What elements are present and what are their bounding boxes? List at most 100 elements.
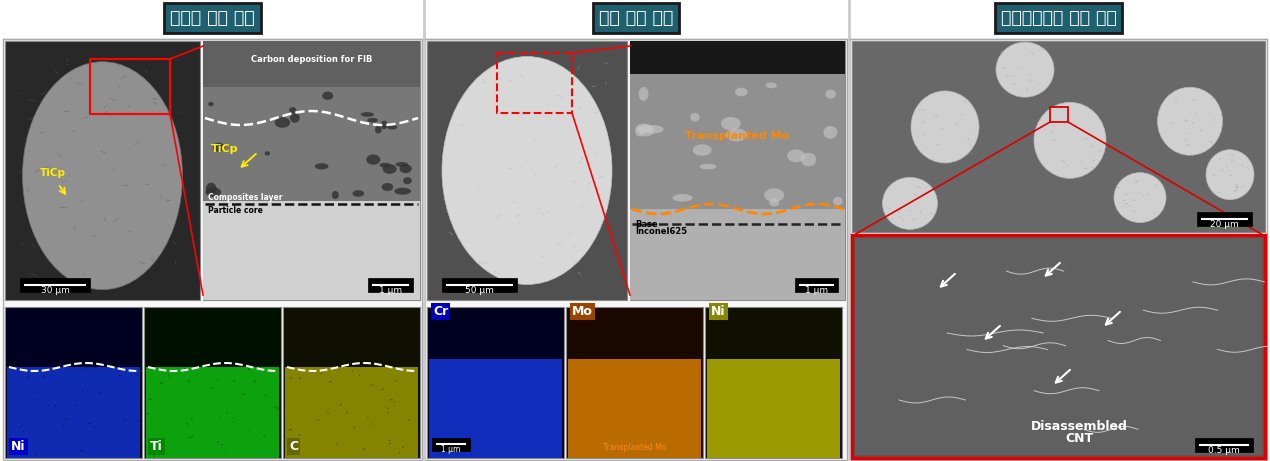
Ellipse shape <box>400 164 411 173</box>
Text: Ni: Ni <box>11 440 25 453</box>
Bar <box>284 367 418 458</box>
Text: 1 μm: 1 μm <box>378 286 403 295</box>
Text: 0.5 μm: 0.5 μm <box>1208 446 1240 455</box>
Text: Ti: Ti <box>150 440 163 453</box>
Bar <box>429 359 563 458</box>
Ellipse shape <box>23 62 183 290</box>
Ellipse shape <box>690 113 700 122</box>
Ellipse shape <box>700 164 716 169</box>
Ellipse shape <box>801 153 817 166</box>
Bar <box>1195 438 1253 452</box>
Ellipse shape <box>387 125 398 130</box>
Ellipse shape <box>212 143 225 152</box>
Text: 50 μm: 50 μm <box>465 286 494 295</box>
Ellipse shape <box>766 83 777 89</box>
Bar <box>425 39 847 460</box>
Text: Inconel625: Inconel625 <box>635 227 687 236</box>
Text: 세라믹 이식 분말: 세라믹 이식 분말 <box>170 9 255 27</box>
Ellipse shape <box>208 102 213 106</box>
Text: Base: Base <box>635 220 658 229</box>
Ellipse shape <box>826 89 836 99</box>
Bar <box>427 307 564 458</box>
Text: C: C <box>290 440 298 453</box>
Text: TiCp: TiCp <box>39 168 66 177</box>
Bar <box>203 87 420 201</box>
Ellipse shape <box>1157 87 1223 155</box>
Text: Transplanted Mo: Transplanted Mo <box>686 131 790 141</box>
Bar <box>707 359 839 458</box>
Ellipse shape <box>770 198 780 207</box>
Ellipse shape <box>367 118 378 123</box>
Ellipse shape <box>382 164 396 174</box>
Ellipse shape <box>394 188 411 195</box>
Bar <box>5 307 142 458</box>
Text: Mo: Mo <box>572 305 593 318</box>
Ellipse shape <box>403 177 411 184</box>
Ellipse shape <box>206 183 216 195</box>
Bar <box>568 359 701 458</box>
Text: C: C <box>290 440 298 453</box>
Bar <box>5 41 199 300</box>
Bar <box>566 307 704 458</box>
Ellipse shape <box>264 151 271 156</box>
Ellipse shape <box>823 126 837 139</box>
Ellipse shape <box>1114 172 1166 223</box>
Bar <box>630 74 845 209</box>
Text: 1 μm: 1 μm <box>805 286 828 295</box>
Text: CNT: CNT <box>1066 432 1093 445</box>
Bar <box>203 41 420 87</box>
Ellipse shape <box>290 113 300 123</box>
Ellipse shape <box>735 88 748 96</box>
Ellipse shape <box>787 149 805 162</box>
Text: 30 μm: 30 μm <box>41 286 70 295</box>
Bar <box>283 307 420 458</box>
Ellipse shape <box>996 42 1054 97</box>
Bar <box>90 59 170 114</box>
Text: 금속 이식 분말: 금속 이식 분말 <box>599 9 673 27</box>
Text: Carbon deposition for FIB: Carbon deposition for FIB <box>250 54 372 64</box>
Ellipse shape <box>366 154 380 165</box>
Ellipse shape <box>883 177 937 230</box>
Ellipse shape <box>315 163 329 170</box>
Ellipse shape <box>673 194 692 201</box>
Bar <box>795 278 838 292</box>
Ellipse shape <box>635 126 644 136</box>
Bar <box>427 41 627 300</box>
Bar <box>705 307 842 458</box>
Bar <box>432 438 470 451</box>
Text: TiCp: TiCp <box>211 144 239 154</box>
Ellipse shape <box>380 163 391 167</box>
Ellipse shape <box>911 91 979 163</box>
Ellipse shape <box>1206 150 1253 200</box>
Ellipse shape <box>765 189 784 202</box>
Ellipse shape <box>726 129 747 142</box>
Text: Composites layer: Composites layer <box>208 193 282 202</box>
Ellipse shape <box>274 117 290 128</box>
Bar <box>203 41 420 300</box>
Ellipse shape <box>375 125 381 134</box>
Bar <box>144 307 281 458</box>
Bar <box>852 41 1265 232</box>
Ellipse shape <box>323 92 333 100</box>
Text: Disassembled: Disassembled <box>1031 420 1128 433</box>
Ellipse shape <box>639 87 649 101</box>
Bar <box>497 53 572 113</box>
Ellipse shape <box>442 57 612 284</box>
Bar <box>20 278 90 292</box>
Bar <box>3 39 422 460</box>
Bar <box>8 367 140 458</box>
Bar <box>1050 107 1068 122</box>
Ellipse shape <box>833 197 842 206</box>
Ellipse shape <box>382 183 394 191</box>
Bar <box>146 367 279 458</box>
Text: Ni: Ni <box>711 305 725 318</box>
Ellipse shape <box>692 144 711 156</box>
Bar <box>630 41 845 74</box>
Ellipse shape <box>1034 102 1106 178</box>
Bar <box>90 59 170 114</box>
Ellipse shape <box>721 117 740 130</box>
Bar <box>852 235 1265 458</box>
Text: 20 μm: 20 μm <box>1210 220 1238 229</box>
Ellipse shape <box>361 112 373 117</box>
Ellipse shape <box>381 121 387 129</box>
